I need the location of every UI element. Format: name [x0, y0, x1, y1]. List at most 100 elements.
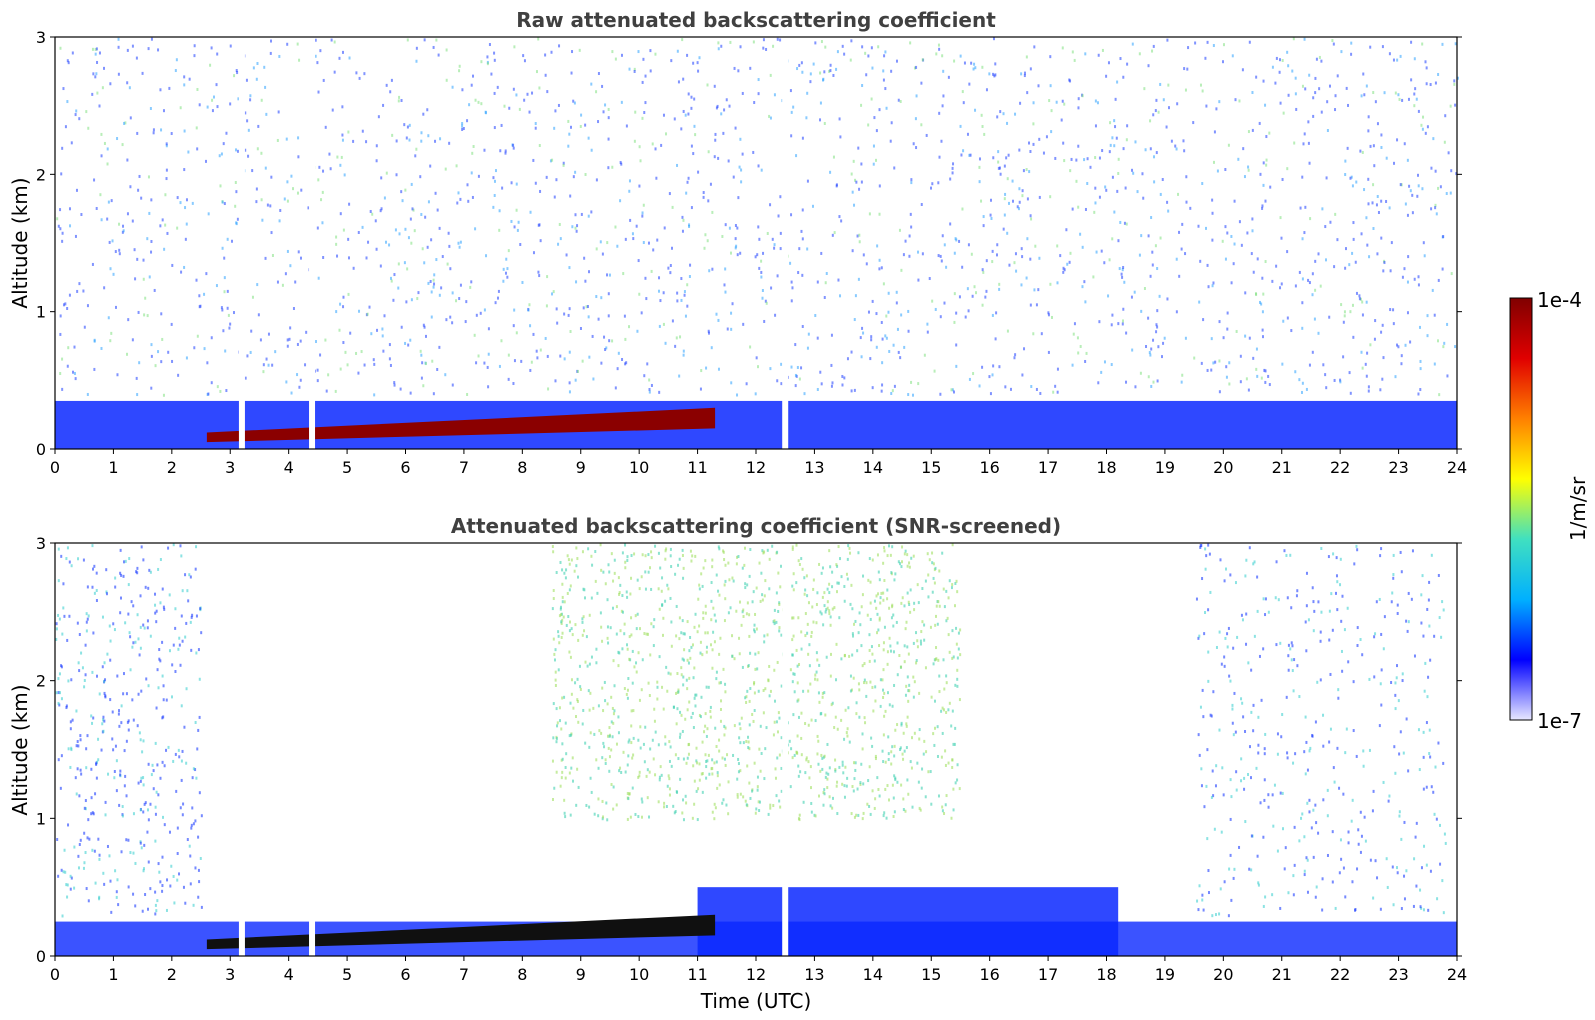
backscatter-cell [761, 598, 764, 602]
backscatter-cell [924, 666, 927, 670]
backscatter-cell [188, 573, 191, 577]
backscatter-cell [1405, 619, 1408, 623]
backscatter-cell [1052, 390, 1055, 394]
backscatter-cell [923, 353, 926, 357]
backscatter-cell [1056, 390, 1059, 394]
backscatter-cell [854, 761, 857, 765]
backscatter-cell [555, 178, 558, 182]
backscatter-cell [710, 581, 713, 585]
backscatter-cell [1014, 353, 1017, 357]
backscatter-cell [1407, 255, 1410, 259]
backscatter-cell [1424, 60, 1427, 64]
backscatter-cell [778, 753, 781, 757]
backscatter-cell [1178, 230, 1181, 234]
backscatter-cell [342, 295, 345, 299]
backscatter-cell [1311, 272, 1314, 276]
backscatter-cell [953, 320, 956, 324]
backscatter-cell [624, 237, 627, 241]
backscatter-cell [1350, 52, 1353, 56]
backscatter-cell [587, 547, 590, 551]
backscatter-cell [435, 258, 438, 262]
backscatter-cell [285, 137, 288, 141]
backscatter-cell [456, 201, 459, 205]
backscatter-cell [740, 623, 743, 627]
backscatter-cell [670, 246, 673, 250]
backscatter-cell [1180, 247, 1183, 251]
backscatter-cell [156, 899, 159, 903]
backscatter-cell [464, 320, 467, 324]
backscatter-cell [63, 614, 66, 618]
backscatter-cell [1405, 717, 1408, 721]
backscatter-cell [143, 626, 146, 630]
backscatter-cell [131, 44, 134, 48]
backscatter-cell [903, 345, 906, 349]
backscatter-cell [1362, 749, 1365, 753]
backscatter-cell [643, 632, 646, 636]
backscatter-cell [937, 794, 940, 798]
backscatter-cell [152, 787, 155, 791]
backscatter-cell [1319, 630, 1322, 634]
backscatter-cell [694, 693, 697, 697]
backscatter-cell [119, 548, 122, 552]
backscatter-cell [1403, 897, 1406, 901]
backscatter-cell [86, 585, 89, 589]
backscatter-cell [909, 760, 912, 764]
backscatter-cell [858, 715, 861, 719]
backscatter-cell [809, 682, 812, 686]
backscatter-cell [555, 770, 558, 774]
backscatter-cell [142, 776, 145, 780]
backscatter-cell [647, 553, 650, 557]
backscatter-cell [822, 77, 825, 81]
backscatter-cell [715, 744, 718, 748]
backscatter-cell [932, 562, 935, 566]
backscatter-cell [1294, 76, 1297, 80]
backscatter-cell [128, 86, 131, 90]
backscatter-cell [1317, 331, 1320, 335]
backscatter-cell [1413, 104, 1416, 108]
backscatter-cell [696, 818, 699, 822]
backscatter-cell [175, 789, 178, 793]
backscatter-cell [604, 758, 607, 762]
backscatter-cell [1013, 261, 1016, 265]
backscatter-cell [817, 691, 820, 695]
backscatter-cell [1360, 94, 1363, 98]
backscatter-cell [57, 224, 60, 228]
backscatter-cell [553, 195, 556, 199]
backscatter-cell [100, 218, 103, 222]
backscatter-cell [1047, 350, 1050, 354]
backscatter-cell [631, 786, 634, 790]
backscatter-cell [831, 585, 834, 589]
backscatter-cell [1071, 363, 1074, 367]
backscatter-cell [849, 689, 852, 693]
backscatter-cell [840, 575, 843, 579]
backscatter-cell [500, 123, 503, 127]
backscatter-cell [210, 46, 213, 50]
backscatter-cell [912, 695, 915, 699]
backscatter-cell [182, 885, 185, 889]
backscatter-cell [622, 272, 625, 276]
backscatter-cell [603, 680, 606, 684]
backscatter-cell [493, 51, 496, 55]
backscatter-cell [60, 697, 63, 701]
backscatter-cell [1215, 764, 1218, 768]
backscatter-cell [1212, 794, 1215, 798]
backscatter-cell [200, 814, 203, 818]
backscatter-cell [286, 180, 289, 184]
backscatter-cell [953, 742, 956, 746]
backscatter-cell [1359, 810, 1362, 814]
backscatter-cell [959, 124, 962, 128]
backscatter-cell [183, 83, 186, 87]
backscatter-cell [348, 202, 351, 206]
backscatter-cell [628, 738, 631, 742]
backscatter-cell [1396, 343, 1399, 347]
backscatter-cell [682, 658, 685, 662]
backscatter-cell [1061, 99, 1064, 103]
backscatter-cell [819, 769, 822, 773]
backscatter-cell [1308, 161, 1311, 165]
backscatter-cell [1410, 78, 1413, 82]
backscatter-cell [588, 613, 591, 617]
backscatter-cell [769, 689, 772, 693]
backscatter-cell [194, 768, 197, 772]
backscatter-cell [107, 772, 110, 776]
backscatter-cell [1250, 710, 1253, 714]
